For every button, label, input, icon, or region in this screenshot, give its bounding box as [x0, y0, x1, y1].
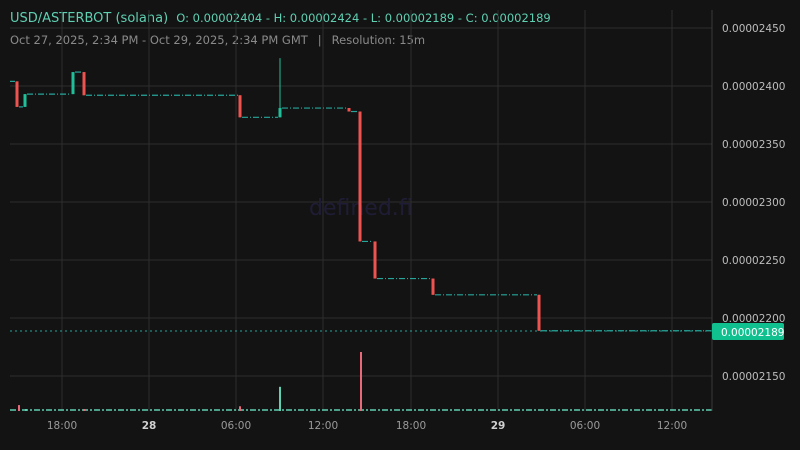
time-axis[interactable]: 18:00 28 06:00 12:00 18:00 29 06:00 12:00 — [47, 420, 687, 432]
chart-legend-subtitle: Oct 27, 2025, 2:34 PM - Oct 29, 2025, 2:… — [10, 33, 425, 47]
price-tick-label: 0.00002300 — [722, 197, 785, 209]
time-tick-label: 29 — [491, 420, 506, 432]
candle-body — [373, 241, 377, 279]
pair-name: USD/ASTERBOT (solana) — [10, 11, 169, 26]
candle-body — [347, 108, 351, 112]
candle-body — [431, 278, 435, 295]
last-price-value: 0.00002189 — [721, 327, 784, 339]
candle-body — [71, 72, 75, 95]
legend-separator: | — [317, 33, 322, 47]
price-tick-label: 0.00002450 — [722, 23, 785, 35]
candle-body — [537, 294, 541, 331]
candle-body — [278, 108, 282, 118]
candle-body — [23, 94, 27, 107]
time-tick-label: 18:00 — [47, 420, 77, 432]
volume-bar — [279, 386, 281, 411]
candle-body — [82, 72, 86, 96]
price-tick-label: 0.00002200 — [722, 313, 785, 325]
time-tick-label: 28 — [142, 420, 157, 432]
time-tick-label: 06:00 — [570, 420, 600, 432]
ohlc-values: O: 0.00002404 - H: 0.00002424 - L: 0.000… — [176, 11, 551, 25]
date-range: Oct 27, 2025, 2:34 PM - Oct 29, 2025, 2:… — [10, 33, 308, 47]
price-tick-label: 0.00002400 — [722, 81, 785, 93]
volume-bar — [239, 406, 241, 411]
time-tick-label: 18:00 — [396, 420, 426, 432]
volume-bar — [83, 409, 85, 411]
time-tick-label: 06:00 — [221, 420, 251, 432]
candle-body — [238, 95, 242, 118]
candlesticks — [15, 58, 541, 331]
candle-body — [15, 81, 19, 107]
volume-bar — [25, 409, 27, 411]
resolution[interactable]: Resolution: 15m — [331, 33, 426, 47]
price-tick-label: 0.00002250 — [722, 255, 785, 267]
volume-bar — [360, 352, 362, 411]
last-price-badge: 0.00002189 — [712, 323, 784, 340]
volume-bars — [10, 352, 712, 411]
time-tick-label: 12:00 — [657, 420, 687, 432]
price-tick-label: 0.00002150 — [722, 371, 785, 383]
volume-bar — [18, 405, 20, 411]
candle-body — [358, 111, 362, 242]
price-tick-label: 0.00002350 — [722, 139, 785, 151]
time-tick-label: 12:00 — [308, 420, 338, 432]
chart-legend-title: USD/ASTERBOT (solana) O: 0.00002404 - H:… — [10, 11, 551, 26]
price-axis[interactable]: 0.00002450 0.00002400 0.00002350 0.00002300… — [722, 23, 785, 383]
